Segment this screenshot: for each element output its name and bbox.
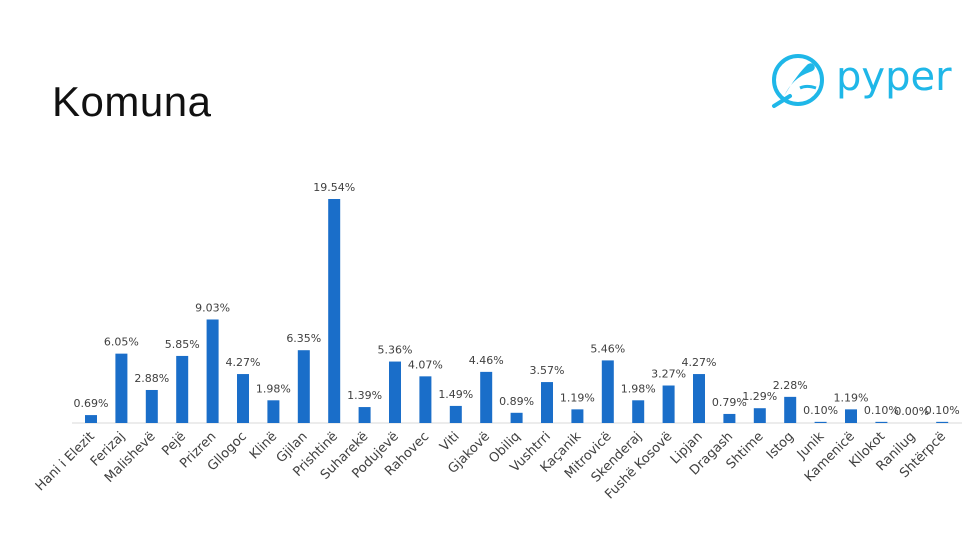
bar xyxy=(936,421,949,423)
data-label: 4.46% xyxy=(469,354,504,367)
data-label: 4.07% xyxy=(408,358,443,371)
bar xyxy=(115,353,128,423)
slide-title: Komuna xyxy=(52,78,212,125)
data-label: 2.28% xyxy=(773,379,808,392)
bar xyxy=(814,421,827,423)
data-label: 1.19% xyxy=(834,391,869,404)
logo-text: pyper xyxy=(836,54,952,100)
bar xyxy=(662,385,675,423)
bar xyxy=(541,382,553,423)
category-label: Hani i Elezit xyxy=(33,429,98,494)
data-label: 0.10% xyxy=(864,404,899,417)
bar xyxy=(601,360,614,423)
data-label: 9.03% xyxy=(195,301,230,314)
bar xyxy=(571,409,584,423)
data-label: 6.05% xyxy=(104,336,139,349)
data-label: 0.10% xyxy=(925,404,960,417)
data-label: 1.98% xyxy=(256,382,291,395)
data-label: 0.89% xyxy=(499,395,534,408)
bar xyxy=(206,319,219,423)
data-label: 19.54% xyxy=(313,181,355,194)
data-label: 4.27% xyxy=(226,356,261,369)
data-label: 5.85% xyxy=(165,338,200,351)
data-label: 2.88% xyxy=(134,372,169,385)
bar xyxy=(845,409,857,423)
data-label: 5.46% xyxy=(590,342,625,355)
bar xyxy=(237,374,249,423)
bar xyxy=(480,371,493,423)
bar xyxy=(693,374,705,423)
bar xyxy=(510,412,523,423)
bar xyxy=(267,400,280,423)
category-label: Istog xyxy=(764,429,797,462)
data-label: 1.39% xyxy=(347,389,382,402)
data-label: 1.49% xyxy=(438,388,473,401)
bar xyxy=(328,199,341,423)
bar xyxy=(145,389,158,423)
data-label: 0.69% xyxy=(74,397,109,410)
data-label: 1.29% xyxy=(742,390,777,403)
category-label: Viti xyxy=(437,429,462,454)
data-label: 5.36% xyxy=(378,344,413,357)
bar xyxy=(632,400,645,423)
bar xyxy=(358,407,371,423)
bar xyxy=(85,415,97,423)
data-label: 4.27% xyxy=(682,356,717,369)
bar xyxy=(389,361,401,423)
bar xyxy=(297,350,310,423)
bar xyxy=(784,396,797,423)
data-label: 1.19% xyxy=(560,391,595,404)
data-label: 3.27% xyxy=(651,368,686,381)
bar xyxy=(419,376,432,423)
data-label: 1.98% xyxy=(621,382,656,395)
data-label: 0.00% xyxy=(894,405,929,418)
data-label: 3.57% xyxy=(530,364,565,377)
data-label: 6.35% xyxy=(286,332,321,345)
data-label: 0.79% xyxy=(712,396,747,409)
bar xyxy=(176,355,189,423)
data-label: 0.10% xyxy=(803,404,838,417)
bar xyxy=(875,421,888,423)
bird-icon xyxy=(772,54,824,108)
pyper-logo: pyper xyxy=(770,50,952,112)
bar xyxy=(449,405,462,423)
bar xyxy=(723,413,736,423)
bar xyxy=(753,408,766,423)
